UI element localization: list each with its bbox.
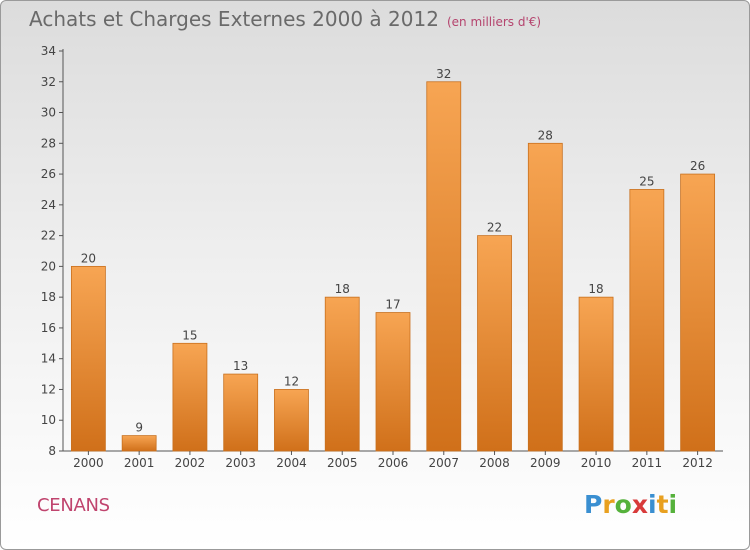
x-tick-label: 2006 <box>378 456 409 470</box>
bar <box>223 373 259 452</box>
bar <box>70 265 106 452</box>
logo-letter: r <box>602 490 615 519</box>
x-tick-label: 2012 <box>682 456 713 470</box>
bar <box>426 81 462 452</box>
x-tick-label: 2004 <box>276 456 307 470</box>
data-label: 15 <box>182 328 197 342</box>
y-tick-label: 26 <box>41 167 56 181</box>
bar <box>121 435 157 452</box>
data-label: 18 <box>588 282 603 296</box>
chart-subtitle: (en milliers d'€) <box>446 15 542 29</box>
bar <box>680 173 716 452</box>
data-label: 13 <box>233 359 248 373</box>
bar <box>578 296 614 452</box>
logo-letter: o <box>614 490 632 519</box>
chart-title: Achats et Charges Externes 2000 à 2012 <box>29 7 439 31</box>
x-tick-label: 2003 <box>225 456 256 470</box>
bar <box>477 235 512 452</box>
x-tick-label: 2002 <box>175 456 206 470</box>
y-tick-label: 8 <box>48 444 56 458</box>
x-tick-label: 2007 <box>428 456 459 470</box>
data-label: 20 <box>81 251 96 265</box>
x-tick-label: 2010 <box>581 456 612 470</box>
logo-letter: t <box>656 490 669 519</box>
bar <box>375 312 411 452</box>
proxiti-logo: Proxiti <box>584 490 677 519</box>
y-tick-label: 20 <box>41 259 56 273</box>
y-tick-label: 30 <box>41 106 56 120</box>
bar <box>274 389 309 452</box>
y-tick-label: 22 <box>41 229 56 243</box>
data-label: 17 <box>385 298 400 312</box>
commune-name: CENANS <box>37 495 110 516</box>
data-label: 9 <box>135 421 143 435</box>
y-tick-label: 32 <box>41 75 56 89</box>
data-label: 22 <box>487 221 502 235</box>
logo-letter: P <box>584 490 603 519</box>
y-tick-label: 24 <box>41 198 56 212</box>
x-tick-label: 2008 <box>479 456 510 470</box>
logo-letter: i <box>668 490 678 519</box>
data-label: 28 <box>538 128 553 142</box>
x-tick-label: 2000 <box>73 456 104 470</box>
bar <box>324 296 360 452</box>
logo-letter: x <box>631 490 648 519</box>
y-tick-label: 34 <box>41 44 56 58</box>
y-tick-label: 14 <box>41 352 56 366</box>
x-tick-label: 2009 <box>530 456 561 470</box>
data-label: 26 <box>690 159 705 173</box>
data-label: 25 <box>639 174 654 188</box>
y-tick-label: 18 <box>41 290 56 304</box>
data-label: 32 <box>436 67 451 81</box>
bar <box>527 142 563 452</box>
x-tick-label: 2001 <box>124 456 155 470</box>
logo-letter: i <box>648 490 657 519</box>
bar <box>629 189 665 452</box>
title-row: Achats et Charges Externes 2000 à 2012 (e… <box>29 7 541 31</box>
x-tick-label: 2005 <box>327 456 358 470</box>
data-label: 18 <box>335 282 350 296</box>
y-tick-label: 28 <box>41 136 56 150</box>
bar <box>172 342 208 452</box>
y-tick-label: 16 <box>41 321 56 335</box>
data-label: 12 <box>284 374 299 388</box>
y-tick-label: 10 <box>41 413 56 427</box>
x-tick-label: 2011 <box>632 456 663 470</box>
y-tick-label: 12 <box>41 382 56 396</box>
